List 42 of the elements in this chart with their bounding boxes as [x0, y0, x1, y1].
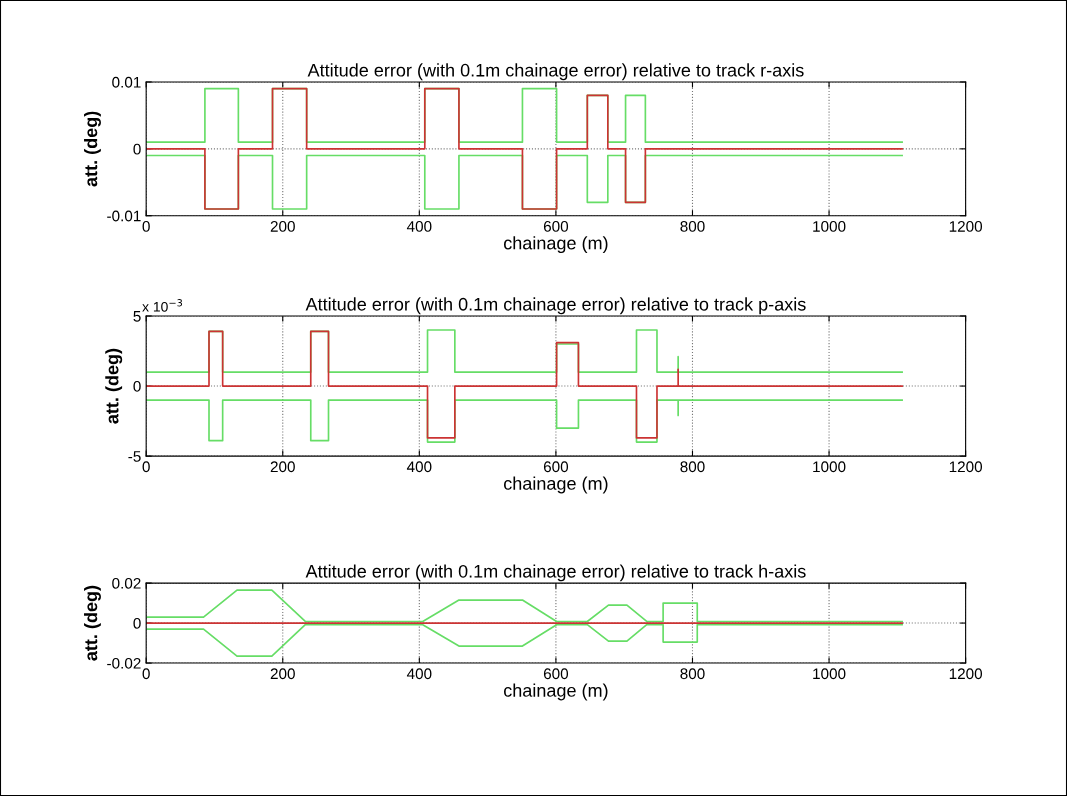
x-axis-title: chainage (m) [503, 236, 608, 254]
y-axis-title: att. (deg) [84, 585, 101, 661]
x-tick-label: 1200 [949, 220, 983, 232]
x-tick-label: 800 [680, 220, 705, 232]
y-tick-label: 0.01 [112, 76, 141, 88]
y-axis-title: att. (deg) [105, 348, 123, 424]
x-tick-label: 1000 [813, 668, 846, 680]
x-tick-label: 0 [142, 668, 150, 680]
x-tick-label: 600 [543, 668, 569, 680]
y-tick-label: 0 [133, 617, 141, 629]
x-tick-label: 400 [406, 461, 432, 473]
x-tick-label: 200 [270, 461, 295, 473]
chart-title: Attitude error (with 0.1m chainage error) relative to track h-axis [305, 564, 806, 582]
y-tick-label: -0.02 [107, 657, 141, 669]
line-series [146, 330, 903, 439]
chart-title: Attitude error (with 0.1m chainage error) relative to track r-axis [307, 63, 804, 81]
y-axis-title: att. (deg) [84, 111, 101, 187]
x-tick-label: 200 [270, 668, 295, 680]
y-tick-label: 0.02 [112, 577, 141, 589]
y-tick-label: -5 [128, 451, 141, 462]
x-tick-label: 200 [270, 220, 295, 232]
y-tick-label: 5 [133, 311, 141, 322]
x-tick-label: 1000 [813, 220, 846, 232]
x-tick-label: 600 [543, 461, 569, 473]
line-series [146, 87, 903, 210]
y-tick-label: -0.01 [107, 210, 141, 222]
y-tick-label: 0 [133, 143, 141, 155]
text: x 10$^{−3}$ [142, 299, 183, 312]
x-tick-label: 1200 [949, 668, 983, 680]
x-tick-label: 1000 [813, 461, 846, 473]
x-tick-label: 1200 [949, 461, 983, 473]
y-tick-label: 0 [133, 380, 141, 392]
chart-title: Attitude error (with 0.1m chainage error) relative to track p-axis [305, 297, 806, 315]
x-axis-title: chainage (m) [503, 476, 608, 494]
x-tick-label: 400 [406, 220, 432, 232]
x-tick-label: 0 [142, 220, 150, 232]
x-tick-label: 400 [406, 668, 432, 680]
x-tick-label: 800 [680, 461, 705, 473]
x-tick-label: 800 [680, 668, 705, 680]
x-tick-label: 600 [543, 220, 569, 232]
x-axis-title: chainage (m) [503, 683, 608, 701]
x-tick-label: 0 [142, 461, 150, 473]
